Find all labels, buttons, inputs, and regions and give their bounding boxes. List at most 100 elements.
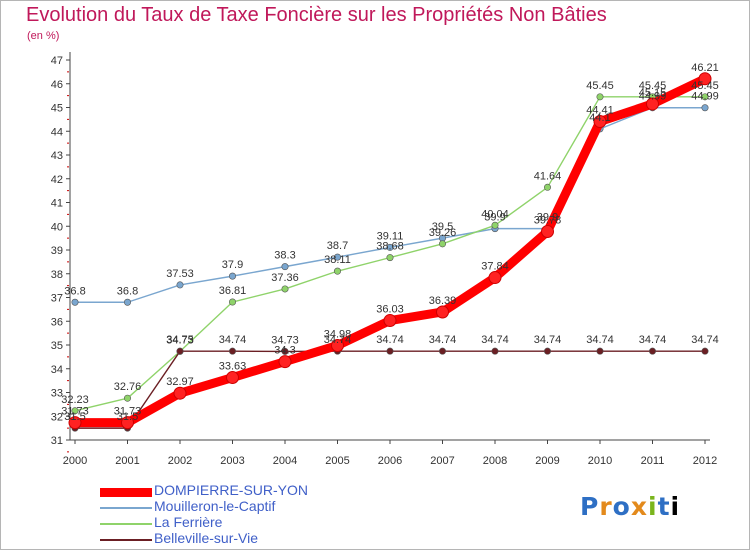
data-label-2: 32.76 bbox=[114, 381, 142, 393]
data-label-1: 37.9 bbox=[222, 259, 243, 271]
y-tick-label: 35 bbox=[51, 340, 63, 352]
logo-letter: i bbox=[670, 492, 681, 521]
series-line-3 bbox=[74, 350, 706, 429]
data-label-3: 34.73 bbox=[271, 334, 299, 346]
data-point-0 bbox=[331, 338, 344, 352]
data-label-3: 34.74 bbox=[481, 334, 509, 346]
x-tick-label: 2007 bbox=[430, 455, 454, 467]
data-label-2: 45.45 bbox=[586, 80, 614, 92]
x-tick-label: 2008 bbox=[483, 455, 507, 467]
data-point-2 bbox=[596, 93, 604, 101]
legend-swatch-dompierre bbox=[100, 488, 152, 497]
data-label-0: 36.39 bbox=[429, 295, 457, 307]
x-tick-label: 2001 bbox=[115, 455, 139, 467]
x-tick-label: 2003 bbox=[220, 455, 244, 467]
data-point-2 bbox=[438, 240, 446, 248]
legend-swatch-belleville bbox=[100, 539, 152, 541]
data-label-0: 45.15 bbox=[639, 87, 667, 99]
data-label-2: 36.81 bbox=[219, 285, 247, 297]
logo-letter: P bbox=[580, 492, 600, 521]
data-point-3 bbox=[596, 347, 604, 355]
data-label-3: 34.74 bbox=[639, 334, 667, 346]
y-tick-label: 46 bbox=[51, 79, 63, 91]
data-point-3 bbox=[229, 347, 237, 355]
data-label-0: 44.41 bbox=[586, 105, 614, 117]
logo-letter: t bbox=[657, 492, 671, 521]
x-tick-label: 2009 bbox=[535, 455, 559, 467]
data-point-2 bbox=[124, 394, 132, 402]
x-tick-label: 2005 bbox=[325, 455, 349, 467]
data-point-0 bbox=[541, 224, 554, 238]
data-label-1: 37.53 bbox=[166, 268, 194, 280]
data-point-0 bbox=[383, 314, 397, 328]
data-label-2: 32.23 bbox=[61, 394, 89, 406]
data-label-3: 34.74 bbox=[429, 334, 457, 346]
data-label-1: 44.1 bbox=[589, 112, 610, 124]
y-tick-label: 34 bbox=[51, 364, 63, 376]
data-point-3 bbox=[701, 347, 709, 355]
data-point-0 bbox=[646, 97, 659, 111]
data-point-1 bbox=[333, 253, 341, 261]
data-label-0: 36.03 bbox=[376, 304, 404, 316]
y-tick-label: 45 bbox=[51, 103, 63, 115]
data-label-2: 38.11 bbox=[324, 254, 351, 266]
data-label-2: 41.64 bbox=[534, 170, 562, 182]
data-point-1 bbox=[229, 272, 237, 280]
data-label-2: 39.26 bbox=[429, 227, 457, 239]
legend-label-dompierre: DOMPIERRE-SUR-YON bbox=[154, 482, 309, 498]
data-point-0 bbox=[436, 305, 449, 319]
y-tick-label: 39 bbox=[51, 245, 63, 257]
data-label-0: 31.73 bbox=[61, 406, 89, 418]
y-tick-label: 32 bbox=[51, 411, 63, 423]
chart-title: Evolution du Taux de Taxe Foncière sur l… bbox=[26, 4, 607, 26]
data-point-0 bbox=[121, 416, 134, 430]
data-point-2 bbox=[229, 298, 237, 306]
data-point-1 bbox=[386, 243, 394, 251]
y-tick-label: 42 bbox=[51, 174, 63, 186]
y-tick-label: 41 bbox=[51, 198, 63, 210]
logo-letter: o bbox=[612, 492, 631, 521]
data-point-3 bbox=[281, 347, 289, 355]
data-point-3 bbox=[543, 347, 551, 355]
data-label-2: 38.68 bbox=[376, 241, 404, 253]
data-point-2 bbox=[281, 285, 289, 293]
data-point-1 bbox=[71, 298, 79, 306]
data-label-0: 34.3 bbox=[274, 345, 295, 357]
y-tick-label: 43 bbox=[51, 150, 63, 162]
y-tick-label: 40 bbox=[51, 221, 63, 233]
data-point-0 bbox=[593, 115, 607, 129]
series-line-2 bbox=[74, 96, 706, 412]
logo-letter: x bbox=[630, 492, 648, 521]
x-tick-label: 2010 bbox=[588, 455, 612, 467]
data-point-0 bbox=[698, 72, 712, 86]
data-point-1 bbox=[701, 104, 709, 112]
data-label-1: 39.9 bbox=[537, 212, 558, 224]
data-label-0: 39.78 bbox=[534, 214, 562, 226]
legend-swatch-mouilleron bbox=[100, 507, 152, 509]
x-tick-label: 2004 bbox=[273, 455, 297, 467]
data-label-3: 34.74 bbox=[324, 334, 352, 346]
y-tick-label: 36 bbox=[51, 316, 63, 328]
data-label-1: 39.11 bbox=[377, 230, 404, 242]
data-point-3 bbox=[386, 347, 394, 355]
data-label-1: 38.7 bbox=[327, 240, 348, 252]
data-point-3 bbox=[438, 347, 446, 355]
data-label-3: 34.75 bbox=[166, 334, 194, 346]
data-label-2: 40.04 bbox=[481, 208, 509, 220]
data-label-0: 31.73 bbox=[114, 406, 142, 418]
data-label-2: 45.45 bbox=[691, 80, 719, 92]
x-tick-label: 2012 bbox=[693, 455, 717, 467]
line-chart: 31 32 33 34 35 36 37 38 39 40 41 42 43 44 45 46 47 2000 20… bbox=[51, 52, 719, 467]
data-label-1: 39.9 bbox=[484, 212, 505, 224]
data-label-2: 45.45 bbox=[639, 80, 667, 92]
data-point-3 bbox=[491, 347, 499, 355]
legend-label-belleville: Belleville-sur-Vie bbox=[154, 530, 259, 546]
data-label-1: 36.8 bbox=[117, 285, 138, 297]
data-point-1 bbox=[124, 298, 132, 306]
data-label-2: 37.36 bbox=[271, 272, 299, 284]
x-tick-label: 2006 bbox=[378, 455, 402, 467]
data-label-3: 34.74 bbox=[691, 334, 719, 346]
data-label-1: 36.8 bbox=[64, 285, 85, 297]
data-point-2 bbox=[543, 183, 551, 191]
legend-label-mouilleron: Mouilleron-le-Captif bbox=[154, 498, 276, 514]
